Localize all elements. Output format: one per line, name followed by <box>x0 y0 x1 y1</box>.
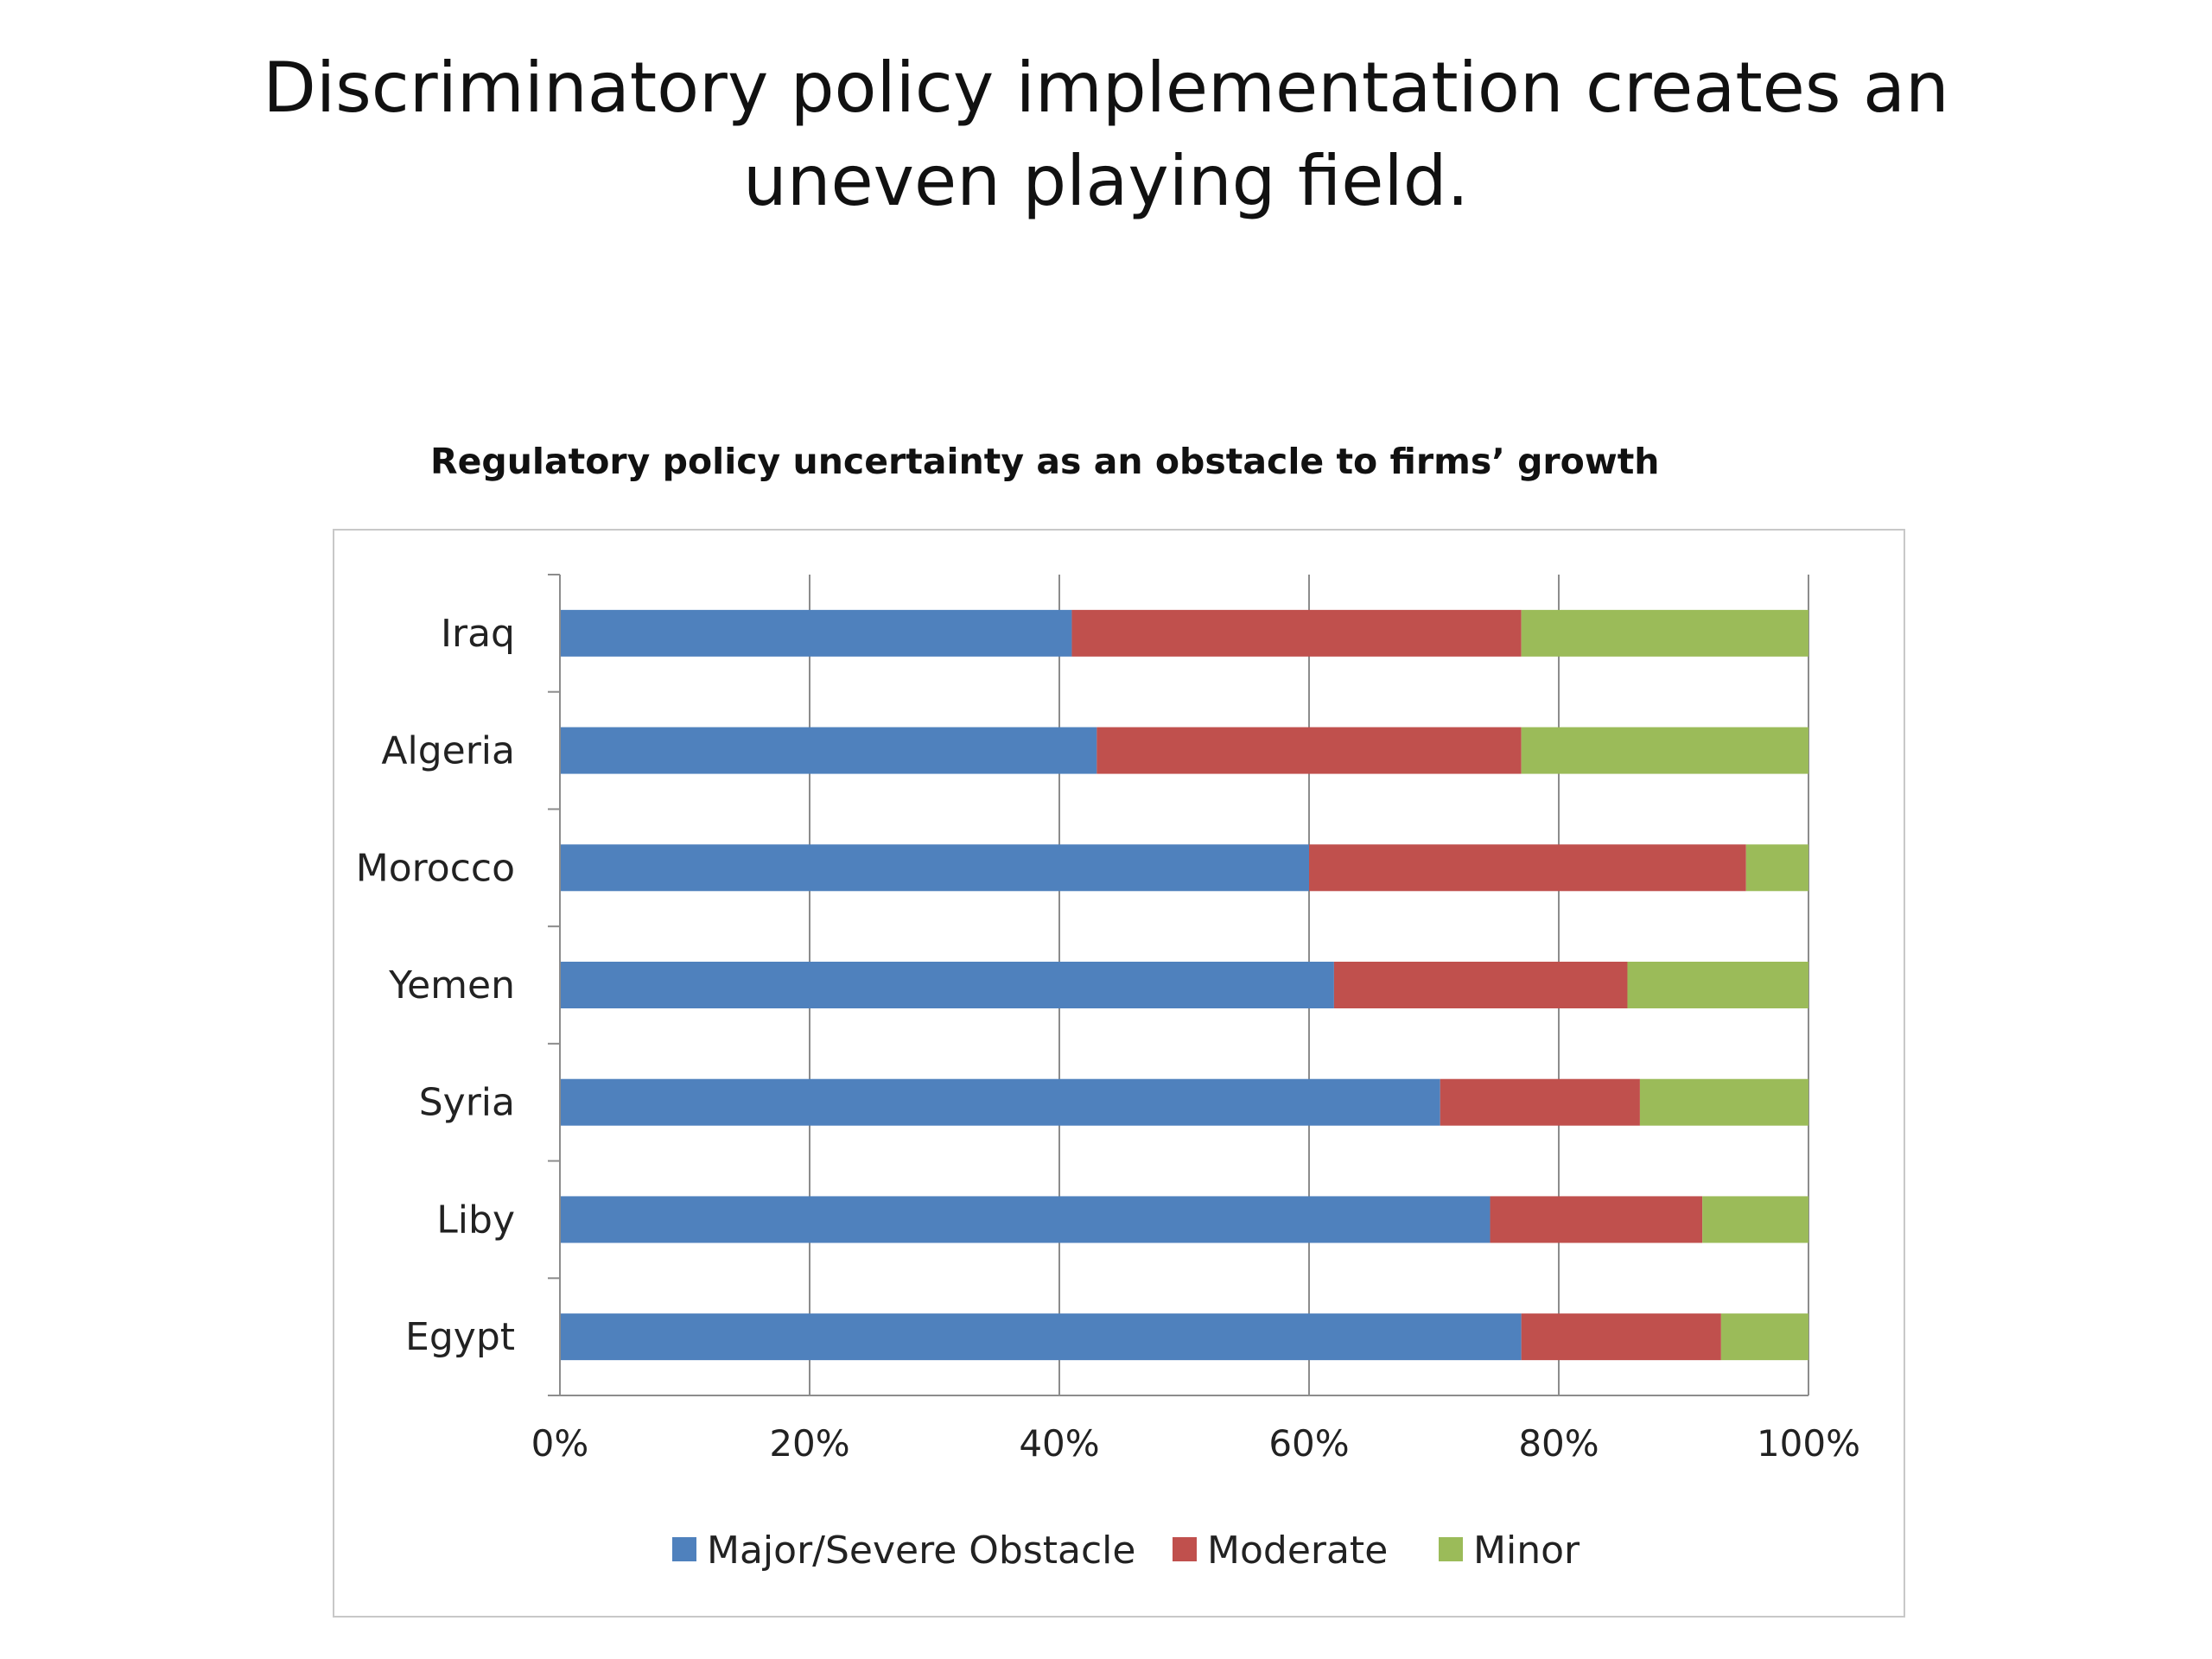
legend-swatch <box>1439 1537 1463 1561</box>
bar-segment <box>1720 1313 1808 1361</box>
x-tick-label: 40% <box>1019 1422 1099 1465</box>
bar-segment <box>1521 609 1808 657</box>
x-tick-label: 100% <box>1757 1422 1860 1465</box>
category-label: Egypt <box>405 1315 515 1359</box>
bar-segment <box>1639 1078 1808 1126</box>
bar-segment <box>560 1196 1491 1243</box>
bar-segment <box>1309 844 1746 892</box>
category-label: Liby <box>436 1198 515 1242</box>
x-tick-label: 0% <box>531 1422 589 1465</box>
bar-segment <box>1096 727 1522 774</box>
bar-segment <box>560 1078 1440 1126</box>
bar-segment <box>560 727 1097 774</box>
bar-segment <box>560 1313 1522 1361</box>
bar-segment <box>1702 1196 1808 1243</box>
x-tick-label: 20% <box>769 1422 849 1465</box>
bar-segment <box>1440 1078 1640 1126</box>
bar-segment <box>1745 844 1808 892</box>
chart-title: Regulatory policy uncertainty as an obst… <box>430 441 1660 482</box>
legend-label: Moderate <box>1207 1529 1388 1573</box>
legend-label: Minor <box>1473 1529 1580 1573</box>
bar-segment <box>1490 1196 1703 1243</box>
chart-frame <box>333 529 1905 1618</box>
bar-segment <box>1521 1313 1721 1361</box>
category-label: Iraq <box>441 612 515 656</box>
x-tick-label: 60% <box>1268 1422 1349 1465</box>
bar-segment <box>1627 962 1808 1008</box>
bar-segment <box>1071 609 1522 657</box>
category-label: Morocco <box>356 846 515 890</box>
bar-segment <box>560 609 1072 657</box>
category-label: Syria <box>419 1081 515 1125</box>
legend-swatch <box>1173 1537 1197 1561</box>
bar-segment <box>560 844 1309 892</box>
bar-segment <box>1333 962 1628 1008</box>
category-label: Yemen <box>388 963 515 1007</box>
x-tick-label: 80% <box>1518 1422 1599 1465</box>
category-label: Algeria <box>381 729 515 773</box>
bar-segment <box>560 962 1334 1008</box>
legend-label: Major/Severe Obstacle <box>707 1529 1135 1573</box>
slide-title: Discriminatory policy implementation cre… <box>263 48 1949 221</box>
legend-swatch <box>672 1537 696 1561</box>
bar-segment <box>1521 727 1808 774</box>
